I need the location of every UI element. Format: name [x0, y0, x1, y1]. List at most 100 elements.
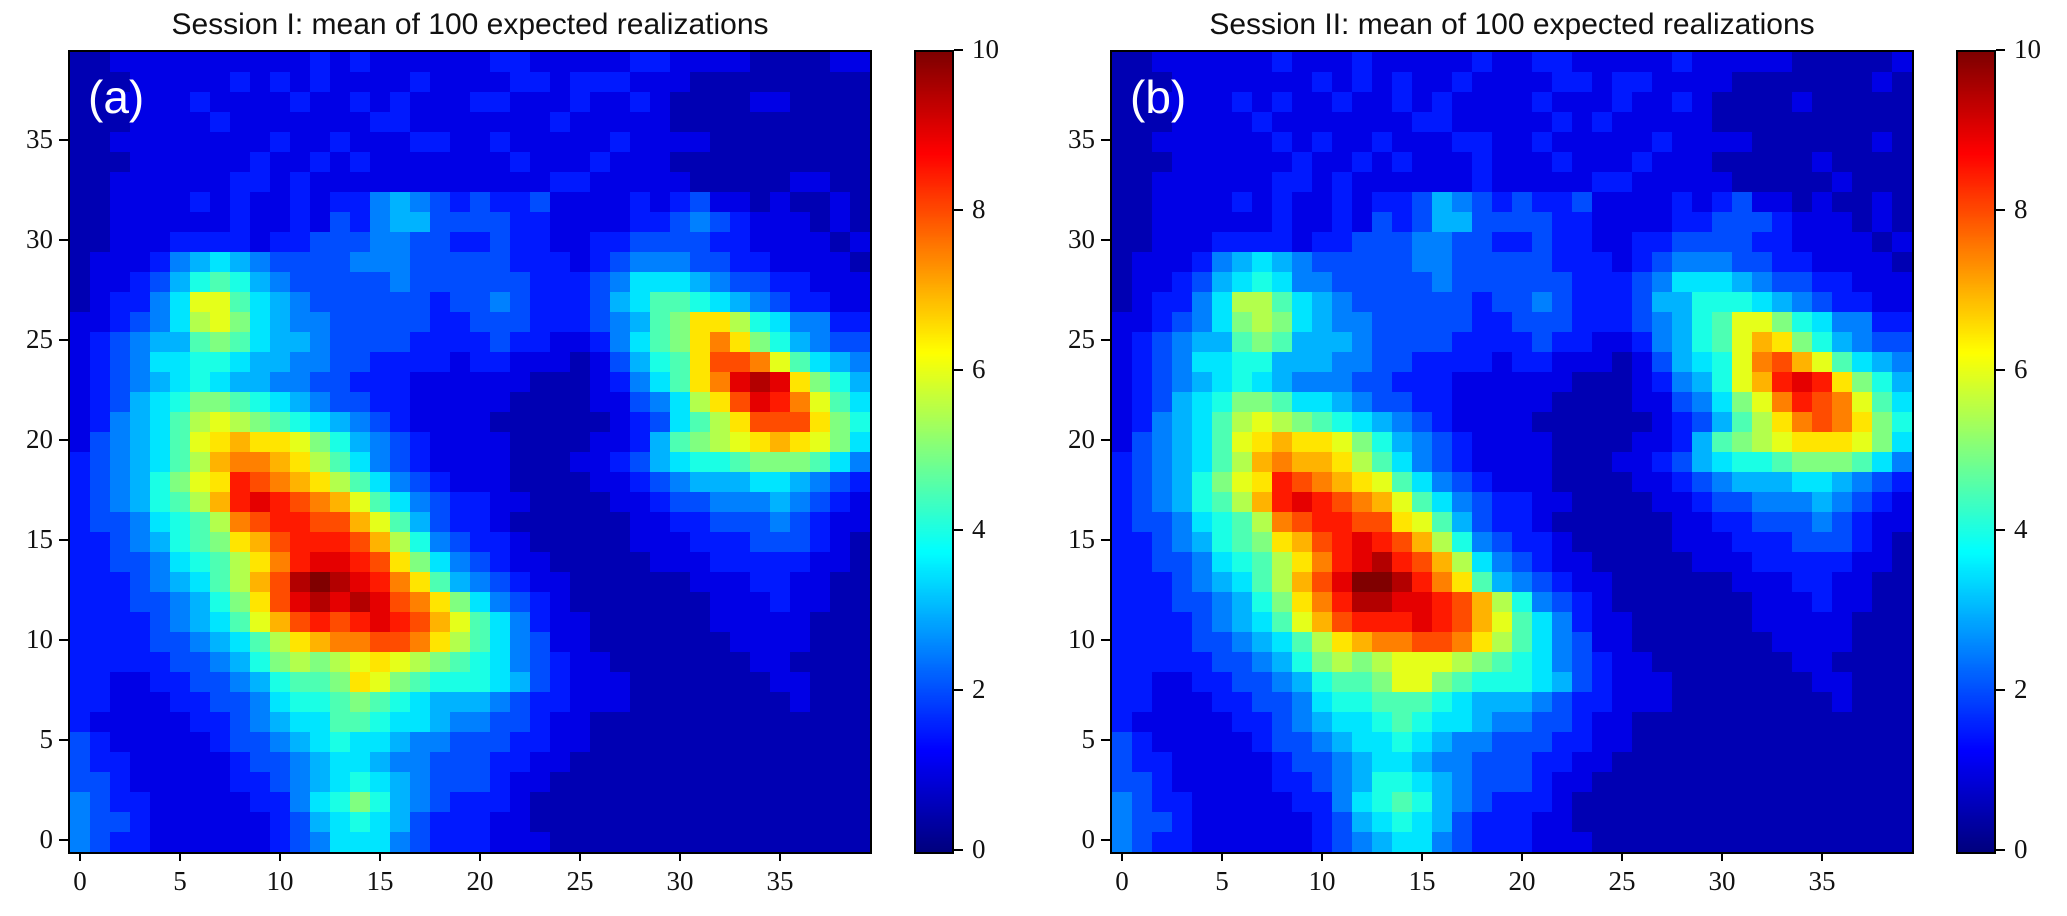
y-tick-mark	[1101, 839, 1110, 841]
panel-b-plot-frame	[1110, 50, 1914, 854]
panel-a-title: Session I: mean of 100 expected realizat…	[171, 8, 769, 41]
x-tick-label: 25	[1608, 866, 1636, 896]
x-tick-mark	[179, 852, 181, 861]
colorbar-tick-label: 6	[2014, 354, 2028, 384]
y-tick-mark	[1101, 539, 1110, 541]
colorbar-tick-mark	[954, 49, 963, 51]
x-tick-mark	[1721, 852, 1723, 861]
y-tick-label: 30	[1068, 224, 1095, 254]
y-tick-label: 35	[26, 124, 53, 154]
x-tick-label: 30	[666, 866, 694, 896]
panel-b-heatmap	[1112, 52, 1912, 852]
colorbar-tick-mark	[1996, 689, 2005, 691]
y-tick-mark	[59, 539, 68, 541]
x-tick-label: 20	[1508, 866, 1536, 896]
y-tick-mark	[1101, 239, 1110, 241]
x-tick-label: 10	[266, 866, 294, 896]
panel-a-colorbar-frame	[914, 50, 954, 854]
x-tick-mark	[1821, 852, 1823, 861]
x-tick-label: 25	[566, 866, 594, 896]
y-tick-label: 5	[39, 724, 54, 754]
colorbar-tick-label: 2	[2014, 674, 2028, 704]
x-tick-mark	[379, 852, 381, 861]
x-tick-label: 30	[1708, 866, 1736, 896]
y-tick-label: 0	[39, 824, 54, 854]
colorbar-tick-label: 4	[2014, 514, 2028, 544]
y-tick-label: 10	[26, 624, 53, 654]
y-tick-mark	[59, 739, 68, 741]
colorbar-tick-mark	[1996, 529, 2005, 531]
x-tick-label: 20	[466, 866, 494, 896]
panel-a-heatmap	[70, 52, 870, 852]
y-tick-label: 30	[26, 224, 53, 254]
panel-b-corner-label: (b)	[1130, 71, 1187, 123]
x-tick-label: 15	[366, 866, 394, 896]
x-tick-mark	[1521, 852, 1523, 861]
y-tick-label: 0	[1081, 824, 1096, 854]
x-tick-mark	[1321, 852, 1323, 861]
x-tick-label: 0	[1115, 866, 1129, 896]
y-tick-label: 20	[26, 424, 53, 454]
x-tick-mark	[779, 852, 781, 861]
y-tick-mark	[59, 639, 68, 641]
x-tick-label: 15	[1408, 866, 1436, 896]
y-tick-mark	[59, 139, 68, 141]
x-tick-mark	[79, 852, 81, 861]
x-tick-label: 5	[1215, 866, 1229, 896]
y-tick-mark	[1101, 639, 1110, 641]
colorbar-tick-label: 6	[972, 354, 986, 384]
x-tick-label: 0	[73, 866, 87, 896]
colorbar-tick-mark	[954, 369, 963, 371]
colorbar-tick-mark	[954, 529, 963, 531]
y-tick-mark	[1101, 139, 1110, 141]
y-tick-label: 10	[1068, 624, 1095, 654]
x-tick-mark	[679, 852, 681, 861]
y-tick-label: 5	[1081, 724, 1096, 754]
colorbar-tick-mark	[1996, 209, 2005, 211]
x-tick-mark	[579, 852, 581, 861]
x-tick-label: 35	[766, 866, 794, 896]
y-tick-label: 25	[26, 324, 53, 354]
panel-a-colorbar	[916, 52, 952, 852]
colorbar-tick-label: 0	[972, 834, 986, 864]
colorbar-tick-label: 8	[972, 194, 986, 224]
colorbar-tick-mark	[954, 689, 963, 691]
panel-a-plot-frame	[68, 50, 872, 854]
panel-b-title: Session II: mean of 100 expected realiza…	[1209, 8, 1815, 41]
x-tick-mark	[279, 852, 281, 861]
y-tick-mark	[59, 439, 68, 441]
colorbar-tick-mark	[954, 849, 963, 851]
colorbar-tick-label: 2	[972, 674, 986, 704]
x-tick-mark	[1121, 852, 1123, 861]
y-tick-label: 15	[1068, 524, 1095, 554]
colorbar-tick-mark	[1996, 49, 2005, 51]
colorbar-tick-label: 4	[972, 514, 986, 544]
colorbar-tick-label: 8	[2014, 194, 2028, 224]
x-tick-label: 10	[1308, 866, 1336, 896]
x-tick-mark	[479, 852, 481, 861]
y-tick-label: 15	[26, 524, 53, 554]
x-tick-mark	[1621, 852, 1623, 861]
colorbar-tick-mark	[1996, 369, 2005, 371]
panel-a-corner-label: (a)	[88, 71, 145, 123]
y-tick-label: 25	[1068, 324, 1095, 354]
x-tick-label: 35	[1808, 866, 1836, 896]
y-tick-mark	[59, 339, 68, 341]
panel-b-colorbar-frame	[1956, 50, 1996, 854]
colorbar-tick-label: 10	[2014, 34, 2041, 64]
colorbar-tick-mark	[1996, 849, 2005, 851]
colorbar-tick-label: 0	[2014, 834, 2028, 864]
panel-b-colorbar	[1958, 52, 1994, 852]
y-tick-mark	[59, 239, 68, 241]
x-tick-label: 5	[173, 866, 187, 896]
colorbar-tick-label: 10	[972, 34, 999, 64]
y-tick-mark	[1101, 739, 1110, 741]
y-tick-label: 20	[1068, 424, 1095, 454]
y-tick-mark	[1101, 339, 1110, 341]
y-tick-label: 35	[1068, 124, 1095, 154]
x-tick-mark	[1221, 852, 1223, 861]
y-tick-mark	[59, 839, 68, 841]
colorbar-tick-mark	[954, 209, 963, 211]
x-tick-mark	[1421, 852, 1423, 861]
